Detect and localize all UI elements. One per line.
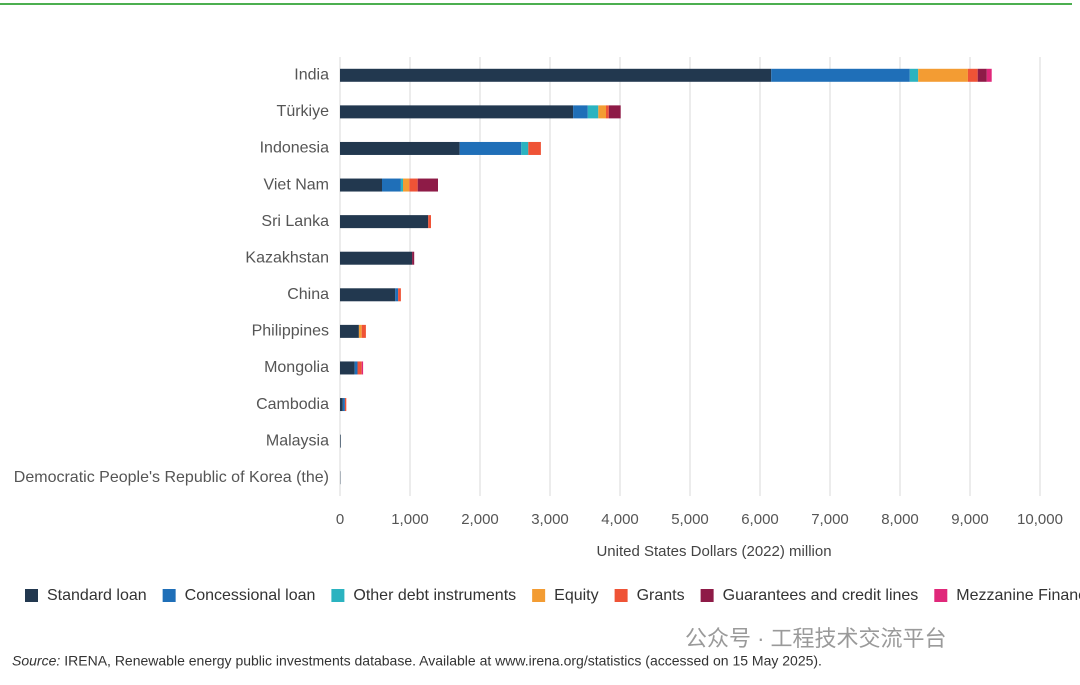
bar-segment xyxy=(608,105,621,119)
bar-segment xyxy=(340,324,359,338)
bar-segment xyxy=(340,398,343,412)
bar-segment xyxy=(587,105,599,119)
legend-swatch xyxy=(700,589,714,602)
bar-segment xyxy=(357,361,362,375)
bar-segment xyxy=(354,361,358,375)
source-label: Source: xyxy=(12,653,60,669)
legend-label: Mezzanine Finance xyxy=(956,587,1080,604)
legend-label: Grants xyxy=(637,587,685,604)
bar-segment xyxy=(398,288,401,302)
y-tick-label: Mongolia xyxy=(264,359,329,376)
legend-swatch xyxy=(934,589,948,602)
bar-segment xyxy=(342,398,345,412)
y-tick-label: China xyxy=(287,286,329,303)
legend-label: Equity xyxy=(554,587,598,604)
legend-swatch xyxy=(162,589,176,602)
bar-segment xyxy=(521,141,529,155)
bar-segment xyxy=(977,68,987,82)
legend-label: Guarantees and credit lines xyxy=(723,587,919,604)
x-tick-label: 2,000 xyxy=(461,511,499,528)
legend-swatch xyxy=(614,589,628,602)
legend-swatch xyxy=(25,589,38,602)
legend-swatch xyxy=(532,589,546,602)
bar-segment xyxy=(340,215,429,229)
bar-segment xyxy=(573,105,588,119)
bar-segment xyxy=(428,215,431,229)
bar-segment xyxy=(400,178,403,192)
y-tick-label: Sri Lanka xyxy=(261,213,329,230)
bar-segment xyxy=(340,105,574,119)
x-axis-title: United States Dollars (2022) million xyxy=(596,543,831,560)
y-tick-label: Indonesia xyxy=(260,140,329,157)
x-tick-label: 6,000 xyxy=(741,511,779,528)
bar-segment xyxy=(361,361,364,375)
bar-segment xyxy=(417,178,438,192)
bar-segment xyxy=(340,251,413,265)
bar-segment xyxy=(598,105,606,119)
x-tick-label: 7,000 xyxy=(811,511,849,528)
bar-segment xyxy=(409,178,418,192)
bar-segment xyxy=(412,251,415,265)
y-tick-label: Democratic People's Republic of Korea (t… xyxy=(14,469,329,486)
x-tick-label: 3,000 xyxy=(531,511,569,528)
bar-segment xyxy=(340,361,355,375)
x-tick-label: 5,000 xyxy=(671,511,709,528)
bar-segment xyxy=(909,68,919,82)
legend-label: Concessional loan xyxy=(185,587,316,604)
source-text: IRENA, Renewable energy public investmen… xyxy=(64,653,822,669)
bar-segment xyxy=(340,178,382,192)
x-tick-label: 1,000 xyxy=(391,511,429,528)
bar-segment xyxy=(340,68,772,82)
bar-segment xyxy=(382,178,401,192)
y-tick-label: Viet Nam xyxy=(263,176,329,193)
x-tick-label: 10,000 xyxy=(1017,511,1063,528)
x-tick-label: 4,000 xyxy=(601,511,639,528)
legend-label: Other debt instruments xyxy=(353,587,516,604)
y-tick-label: Malaysia xyxy=(266,432,329,449)
bar-segment xyxy=(528,141,541,155)
bar-segment xyxy=(771,68,910,82)
legend-label: Standard loan xyxy=(47,587,147,604)
bar-segment xyxy=(340,434,341,448)
bar-segment xyxy=(344,398,347,412)
bar-segment xyxy=(361,324,366,338)
bar-segment xyxy=(403,178,410,192)
y-tick-label: Türkiye xyxy=(277,103,330,120)
bar-segment xyxy=(459,141,522,155)
y-tick-label: Cambodia xyxy=(256,396,329,413)
y-tick-label: Kazakhstan xyxy=(245,249,329,266)
x-tick-label: 9,000 xyxy=(951,511,989,528)
bar-segment xyxy=(986,68,992,82)
x-tick-label: 8,000 xyxy=(881,511,919,528)
y-tick-label: India xyxy=(294,67,329,84)
bar-segment xyxy=(918,68,968,82)
y-tick-label: Philippines xyxy=(252,323,329,340)
bar-segment xyxy=(395,288,399,302)
bar-segment xyxy=(340,288,396,302)
legend-swatch xyxy=(331,589,345,602)
bar-segment xyxy=(967,68,978,82)
watermark: 公众号 · 工程技术交流平台 xyxy=(685,626,947,651)
bar-segment xyxy=(340,141,460,155)
bar-segment xyxy=(358,324,362,338)
bar-segment xyxy=(606,105,609,119)
x-tick-label: 0 xyxy=(336,511,344,528)
